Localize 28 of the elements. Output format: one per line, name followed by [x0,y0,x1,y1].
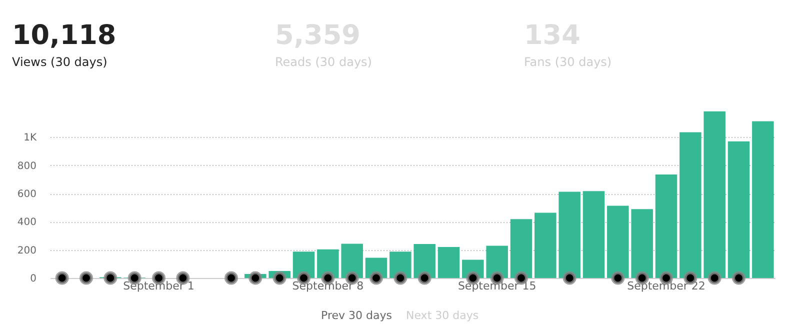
x-tick-label: September 1 [123,280,194,292]
bar [680,132,702,278]
bar [752,121,774,278]
y-tick-label: 1K [24,132,37,144]
bar [704,111,726,278]
chart-subtitle: Views (30 days) [12,55,108,69]
bar [341,244,363,278]
bar [631,209,653,278]
x-tick-label: September 15 [458,280,536,292]
x-tick-label: September 8 [292,280,364,292]
x-tick-label: September 22 [627,280,706,292]
bar [607,206,629,278]
y-tick-label: 200 [17,245,36,256]
bar [655,174,678,278]
bar [486,246,508,278]
y-tick-label: 800 [17,160,36,172]
bar [438,247,460,278]
bar [582,191,605,278]
bar [534,212,556,278]
bar [414,244,436,278]
bar [558,192,580,278]
y-tick-label: 400 [17,217,36,228]
chart-title: 10,118 [12,20,116,51]
text: Prev 30 days [321,309,392,322]
y-tick-label: 600 [17,189,36,200]
y-tick-label: 0 [30,274,36,284]
bar [728,141,750,278]
bar [510,219,532,278]
